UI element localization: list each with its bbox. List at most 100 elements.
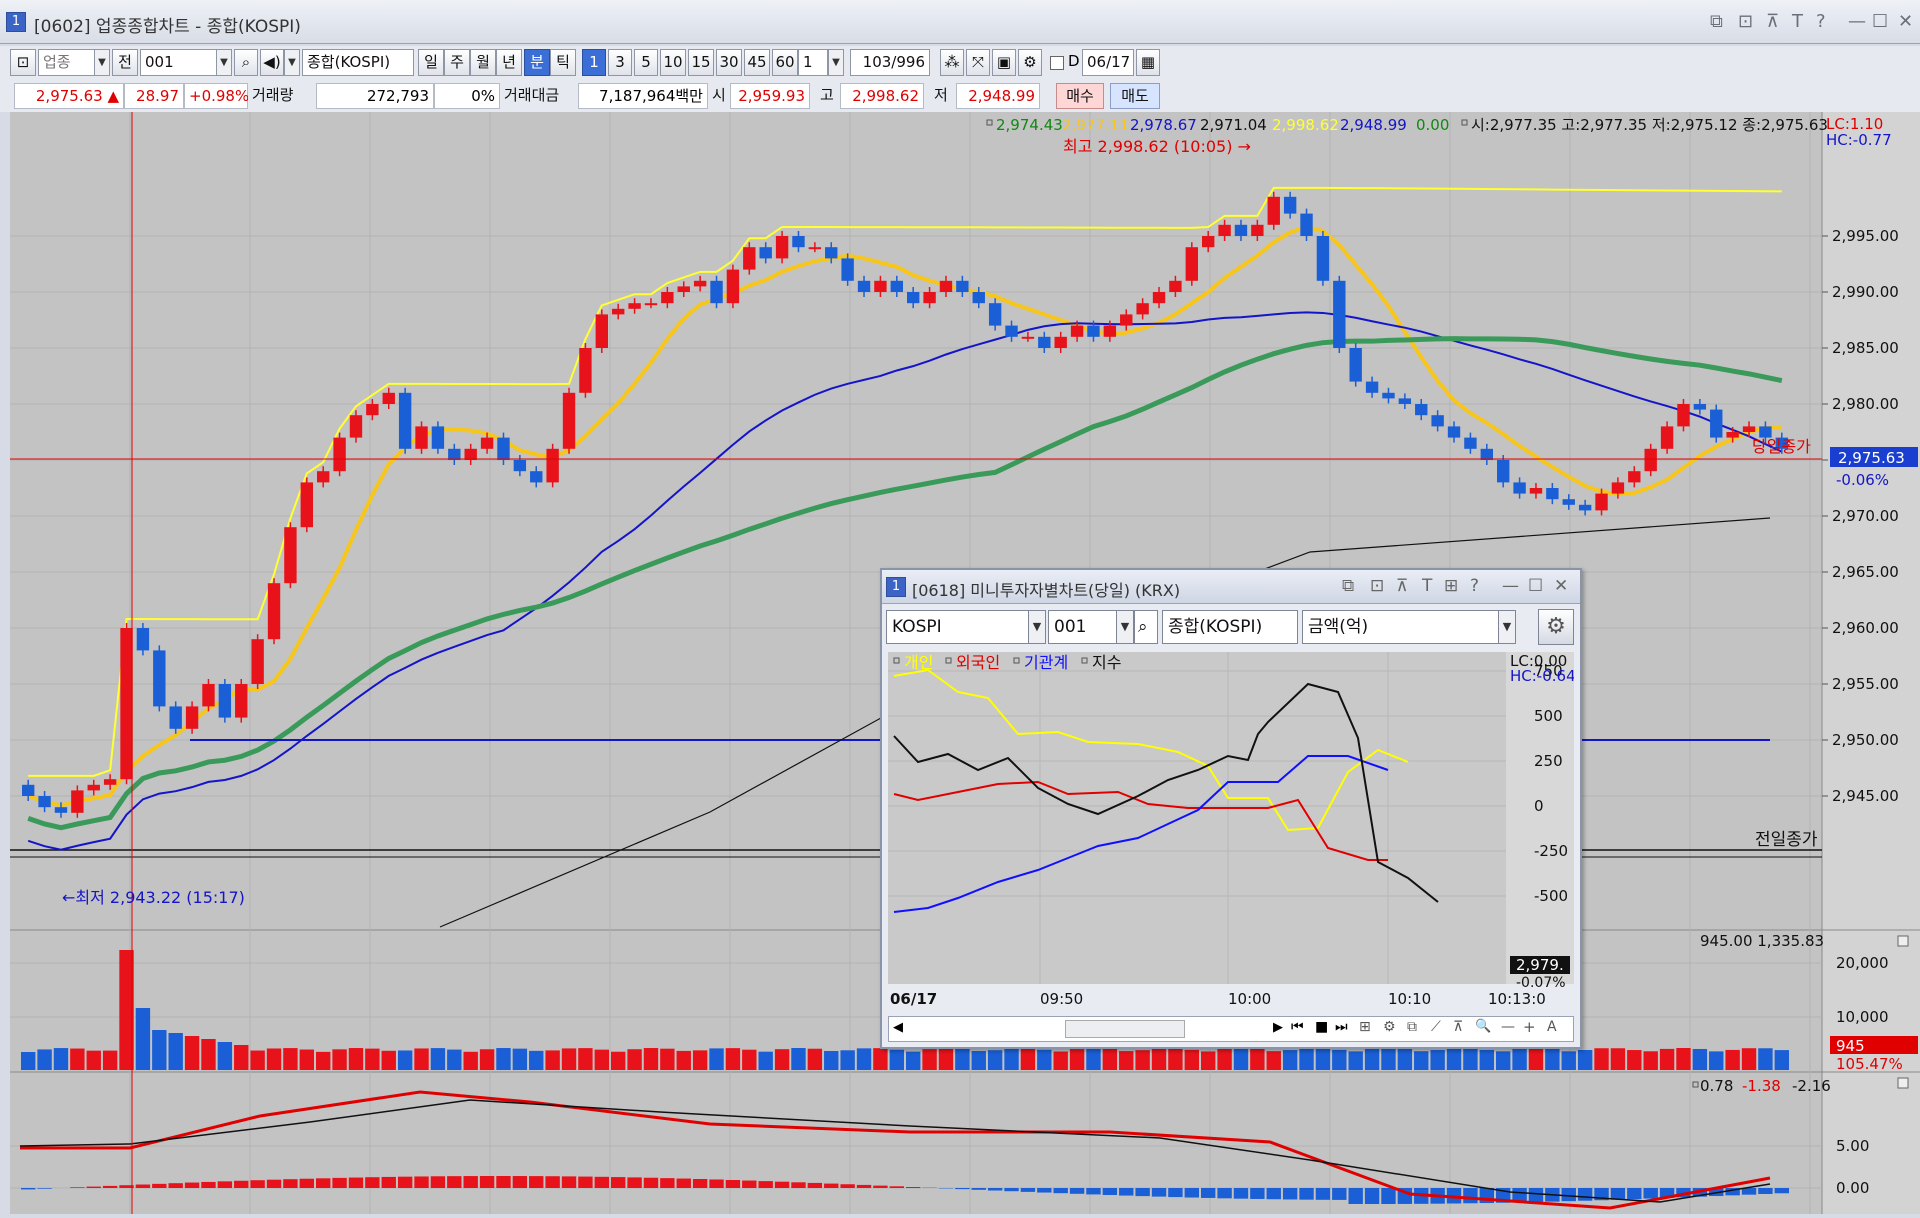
current-price: 2,975.63 ▲ — [14, 83, 124, 109]
copy-icon[interactable]: ⧉ — [1407, 1019, 1417, 1035]
interval-10-button[interactable]: 10 — [660, 49, 686, 76]
candle-body — [432, 426, 444, 448]
date-input[interactable]: 06/17 — [1082, 49, 1134, 76]
period-month-button[interactable]: 월 — [470, 49, 496, 76]
prev-button[interactable]: 전 — [112, 49, 138, 76]
macd-histogram-bar — [1316, 1188, 1330, 1200]
candle-body — [743, 247, 755, 269]
grid-icon[interactable]: ⊞ — [1444, 576, 1458, 596]
font-icon[interactable]: T — [1792, 11, 1803, 32]
gear-icon[interactable]: ⚙ — [1383, 1019, 1396, 1035]
mini-window-titlebar[interactable]: 1 [0618] 미니투자자별차트(당일) (KRX) ⧉ ⊡ ⊼ T ⊞ ? … — [882, 570, 1580, 604]
close-icon[interactable]: ✕ — [1554, 576, 1568, 596]
calendar-icon[interactable]: ▦ — [1136, 49, 1160, 76]
volume-bar — [513, 1049, 527, 1070]
restore-layout-icon[interactable]: ⧉ — [1710, 11, 1723, 32]
scroll-left-icon[interactable]: ◀ — [893, 1020, 903, 1035]
candle-body — [1563, 499, 1575, 505]
volume-panel-toggle[interactable] — [1898, 936, 1908, 946]
interval-1-button[interactable]: 1 — [582, 49, 606, 76]
buy-button[interactable]: 매수 — [1056, 83, 1104, 109]
period-tick-button[interactable]: 틱 — [550, 49, 576, 76]
y-tick-label: 2,990.00 — [1832, 283, 1899, 301]
scroll-right-icon[interactable]: ▶ — [1273, 1020, 1283, 1035]
chevron-down-icon[interactable]: ▼ — [1498, 610, 1516, 644]
macd-histogram-bar — [595, 1177, 609, 1188]
count-select[interactable]: 1 — [798, 49, 828, 76]
pin-icon[interactable]: ⊼ — [1396, 576, 1408, 596]
minimize-icon[interactable]: — — [1502, 576, 1519, 596]
save-icon[interactable]: ▣ — [992, 49, 1016, 76]
indicator-icon[interactable]: ⁂ — [940, 49, 964, 76]
candle-body — [841, 258, 853, 280]
plus-icon[interactable]: + — [1523, 1018, 1536, 1036]
gear-icon[interactable]: ⚙ — [1538, 609, 1574, 645]
amount-label: 거래대금 — [500, 83, 563, 109]
period-week-button[interactable]: 주 — [444, 49, 470, 76]
macd-histogram-bar — [611, 1177, 625, 1188]
sell-button[interactable]: 매도 — [1110, 83, 1160, 109]
code-input[interactable]: 001 — [140, 49, 218, 76]
chevron-down-icon[interactable]: ▼ — [828, 49, 844, 76]
maximize-icon[interactable]: ☐ — [1872, 11, 1888, 32]
line-tool-icon[interactable]: ⤧ — [966, 49, 990, 76]
macd-histogram-bar — [677, 1179, 691, 1188]
speaker-icon[interactable]: ◀) — [260, 49, 284, 76]
mini-investor-window[interactable]: 1 [0618] 미니투자자별차트(당일) (KRX) ⧉ ⊡ ⊼ T ⊞ ? … — [880, 568, 1582, 1049]
chevron-down-icon[interactable]: ▼ — [216, 49, 232, 76]
period-day-button[interactable]: 일 — [418, 49, 444, 76]
period-year-button[interactable]: 년 — [496, 49, 522, 76]
chevron-down-icon[interactable]: ▼ — [1116, 610, 1134, 644]
minus-icon[interactable]: — — [1501, 1019, 1515, 1035]
interval-45-button[interactable]: 45 — [744, 49, 770, 76]
restore-layout-icon[interactable]: ⧉ — [1342, 576, 1354, 596]
first-icon[interactable]: ⏮ — [1291, 1019, 1304, 1035]
line-tool-icon[interactable]: ⟋ — [1431, 1019, 1441, 1035]
interval-5-button[interactable]: 5 — [634, 49, 658, 76]
macd-histogram-bar — [1250, 1188, 1264, 1199]
interval-60-button[interactable]: 60 — [772, 49, 798, 76]
table-icon[interactable]: ⊞ — [1359, 1019, 1371, 1035]
period-minute-button[interactable]: 분 — [524, 49, 550, 76]
text-icon[interactable]: A — [1547, 1019, 1557, 1035]
interval-15-button[interactable]: 15 — [688, 49, 714, 76]
mini-scrollbar[interactable]: ◀ ▶ ⏮ ■ ⏭ ⊞ ⚙ ⧉ ⟋ ⊼ 🔍 — + A — [888, 1016, 1574, 1042]
mini-code-input[interactable]: 001 — [1048, 610, 1118, 644]
search-icon[interactable]: ⌕ — [1134, 610, 1158, 644]
macd-histogram-bar — [955, 1188, 969, 1189]
close-icon[interactable]: ✕ — [1898, 11, 1913, 32]
chevron-down-icon[interactable]: ▼ — [1028, 610, 1046, 644]
macd-histogram-bar — [709, 1179, 723, 1188]
chevron-down-icon[interactable]: ▼ — [284, 49, 300, 76]
copy-window-icon[interactable]: ⊡ — [1738, 11, 1753, 32]
search-icon[interactable]: ⌕ — [234, 49, 258, 76]
mini-window-badge[interactable]: 1 — [886, 577, 906, 597]
interval-3-button[interactable]: 3 — [608, 49, 632, 76]
chevron-down-icon[interactable]: ▼ — [94, 49, 110, 76]
candle-body — [268, 583, 280, 639]
last-icon[interactable]: ⏭ — [1335, 1019, 1348, 1035]
pin-icon[interactable]: ⊼ — [1766, 11, 1779, 32]
date-checkbox[interactable] — [1050, 56, 1064, 70]
macd-panel-toggle[interactable] — [1898, 1078, 1908, 1088]
window-badge[interactable]: 1 — [6, 12, 26, 32]
zoom-icon[interactable]: 🔍 — [1475, 1019, 1491, 1034]
help-icon[interactable]: ? — [1470, 576, 1479, 596]
minimize-icon[interactable]: — — [1848, 11, 1866, 32]
scroll-thumb[interactable] — [1065, 1020, 1185, 1038]
mini-market-select[interactable]: KOSPI — [886, 610, 1030, 644]
stop-icon[interactable]: ■ — [1315, 1019, 1328, 1035]
mini-unit-select[interactable]: 금액(억) — [1302, 610, 1500, 644]
interval-30-button[interactable]: 30 — [716, 49, 742, 76]
copy-window-icon[interactable]: ⊡ — [1370, 576, 1384, 596]
help-icon[interactable]: ? — [1816, 11, 1826, 32]
pin-icon[interactable]: ⊼ — [1453, 1019, 1463, 1035]
candle-body — [1169, 281, 1181, 292]
maximize-icon[interactable]: ☐ — [1528, 576, 1543, 596]
volume-bar — [644, 1048, 658, 1070]
font-icon[interactable]: T — [1422, 576, 1432, 596]
chart-menu-icon[interactable]: ⊡ — [10, 49, 36, 76]
market-select[interactable]: 업종 — [38, 49, 96, 76]
gear-icon[interactable]: ⚙ — [1018, 49, 1042, 76]
